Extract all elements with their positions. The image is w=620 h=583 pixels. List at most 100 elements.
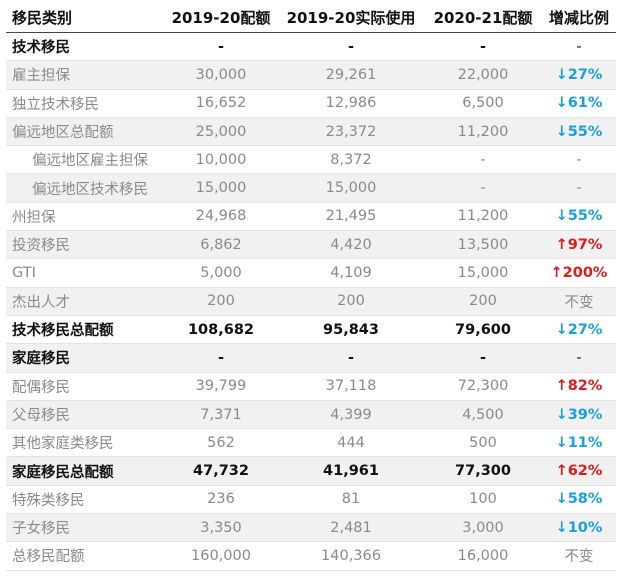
actual-2019-20-cell: 12,986	[325, 95, 377, 112]
quota-2019-20-cell: 160,000	[191, 547, 251, 564]
actual-2019-20-cell: 23,372	[325, 123, 377, 140]
change-cell: ↓55%	[555, 123, 603, 140]
quota-2020-21-cell: -	[480, 151, 486, 168]
quota-2019-20-cell: 562	[207, 434, 235, 451]
section-header-row: 技术移民 - - - -	[6, 33, 616, 62]
quota-table: 移民类别 2019-20配额 2019-20实际使用 2020-21配额 增减比…	[6, 3, 616, 571]
header-quota-2020-21: 2020-21配额	[433, 9, 533, 27]
category-cell: 偏远地区雇主担保	[32, 153, 148, 170]
table-row: GTI 5,000 4,109 15,000 ↑200%	[6, 259, 616, 288]
header-actual-2019-20: 2019-20实际使用	[286, 9, 416, 27]
quota-2020-21-cell: 11,200	[457, 208, 509, 225]
quota-2019-20-cell: -	[217, 349, 225, 366]
header-quota-2019-20: 2019-20配额	[171, 9, 271, 27]
quota-2019-20-cell: 39,799	[195, 378, 247, 395]
actual-2019-20-cell: 41,961	[323, 463, 379, 480]
total-row: 技术移民总配额 108,682 95,843 79,600 ↓27%	[6, 316, 616, 345]
actual-2019-20-cell: 15,000	[325, 180, 377, 197]
change-cell: 不变	[564, 294, 594, 311]
change-cell: ↓27%	[555, 321, 603, 338]
quota-2019-20-cell: 5,000	[200, 265, 242, 282]
change-cell: ↓39%	[555, 406, 603, 423]
quota-2020-21-cell: 77,300	[455, 463, 511, 480]
category-cell: 雇主担保	[12, 68, 70, 85]
table-row: 特殊类移民 236 81 100 ↓58%	[6, 486, 616, 515]
actual-2019-20-cell: -	[347, 38, 355, 55]
quota-2019-20-cell: 236	[207, 491, 235, 508]
category-cell: 配偶移民	[12, 379, 70, 396]
change-cell: ↑97%	[555, 236, 603, 253]
category-cell: 特殊类移民	[12, 492, 85, 509]
actual-2019-20-cell: 81	[341, 491, 361, 508]
change-cell: ↓10%	[555, 519, 603, 536]
change-cell: ↓11%	[555, 434, 603, 451]
actual-2019-20-cell: 29,261	[325, 66, 377, 83]
actual-2019-20-cell: 140,366	[321, 547, 381, 564]
quota-2019-20-cell: 200	[207, 293, 235, 310]
change-cell: -	[576, 349, 582, 366]
table-row: 杰出人才 200 200 200 不变	[6, 287, 616, 316]
category-cell: 技术移民总配额	[12, 323, 114, 340]
table-row: 投资移民 6,862 4,420 13,500 ↑97%	[6, 231, 616, 260]
actual-2019-20-cell: 200	[337, 293, 365, 310]
quota-2020-21-cell: -	[479, 349, 487, 366]
table-row: 父母移民 7,371 4,399 4,500 ↓39%	[6, 400, 616, 430]
table-row: 独立技术移民 16,652 12,986 6,500 ↓61%	[6, 90, 616, 118]
quota-2019-20-cell: 24,968	[195, 208, 247, 225]
change-cell: -	[576, 180, 582, 197]
table-row: 其他家庭类移民 562 444 500 ↓11%	[6, 429, 616, 458]
actual-2019-20-cell: -	[347, 349, 355, 366]
table-row: 总移民配额 160,000 140,366 16,000 不变	[6, 542, 616, 571]
category-cell: 其他家庭类移民	[12, 436, 114, 453]
quota-2020-21-cell: 13,500	[457, 236, 509, 253]
table-row: 子女移民 3,350 2,481 3,000 ↓10%	[6, 514, 616, 543]
category-cell: 家庭移民	[12, 351, 70, 368]
change-cell: ↓27%	[555, 66, 603, 83]
category-cell: 偏远地区总配额	[12, 125, 114, 142]
quota-2020-21-cell: 100	[469, 491, 497, 508]
category-cell: 总移民配额	[12, 549, 85, 566]
actual-2019-20-cell: 2,481	[330, 519, 372, 536]
quota-2020-21-cell: 200	[469, 293, 497, 310]
actual-2019-20-cell: 4,109	[330, 265, 372, 282]
category-cell: 杰出人才	[12, 294, 70, 311]
category-cell: 子女移民	[12, 521, 70, 538]
quota-2019-20-cell: 47,732	[193, 463, 249, 480]
quota-2020-21-cell: 16,000	[457, 547, 509, 564]
change-cell: ↓55%	[555, 208, 603, 225]
actual-2019-20-cell: 4,399	[330, 406, 372, 423]
quota-2020-21-cell: 15,000	[457, 265, 509, 282]
change-cell: -	[576, 151, 582, 168]
category-cell: 独立技术移民	[12, 96, 99, 113]
table-row: 偏远地区雇主担保 10,000 8,372 - -	[6, 146, 616, 175]
change-cell: ↓58%	[555, 491, 603, 508]
header-change-percent: 增减比例	[548, 9, 609, 27]
quota-2020-21-cell: 3,000	[462, 519, 504, 536]
quota-2019-20-cell: 25,000	[195, 123, 247, 140]
section-header-row: 家庭移民 - - - -	[6, 344, 616, 373]
table-header-row: 移民类别 2019-20配额 2019-20实际使用 2020-21配额 增减比…	[6, 3, 616, 33]
quota-2019-20-cell: 30,000	[195, 66, 247, 83]
table-row: 雇主担保 30,000 29,261 22,000 ↓27%	[6, 61, 616, 90]
quota-2020-21-cell: 6,500	[462, 95, 504, 112]
total-row: 家庭移民总配额 47,732 41,961 77,300 ↑62%	[6, 457, 616, 486]
category-cell: 家庭移民总配额	[12, 464, 114, 481]
change-cell: -	[576, 38, 582, 55]
actual-2019-20-cell: 95,843	[323, 321, 379, 338]
actual-2019-20-cell: 444	[337, 434, 365, 451]
category-cell: 技术移民	[12, 40, 70, 57]
table-row: 州担保 24,968 21,495 11,200 ↓55%	[6, 203, 616, 232]
table-body: 技术移民 - - - - 雇主担保 30,000 29,261 22,000 ↓27% 独立技术移民…	[6, 33, 616, 571]
quota-2019-20-cell: 6,862	[200, 236, 242, 253]
category-cell: 父母移民	[12, 408, 70, 424]
quota-2019-20-cell: 7,371	[200, 406, 242, 423]
quota-2020-21-cell: -	[480, 180, 486, 197]
actual-2019-20-cell: 21,495	[325, 208, 377, 225]
quota-2019-20-cell: 16,652	[195, 95, 247, 112]
change-cell: ↑62%	[555, 463, 603, 480]
quota-2020-21-cell: 4,500	[462, 406, 504, 423]
quota-2020-21-cell: 79,600	[455, 321, 511, 338]
quota-2019-20-cell: 10,000	[195, 151, 247, 168]
change-cell: ↑82%	[555, 378, 603, 395]
quota-2019-20-cell: 15,000	[195, 180, 247, 197]
